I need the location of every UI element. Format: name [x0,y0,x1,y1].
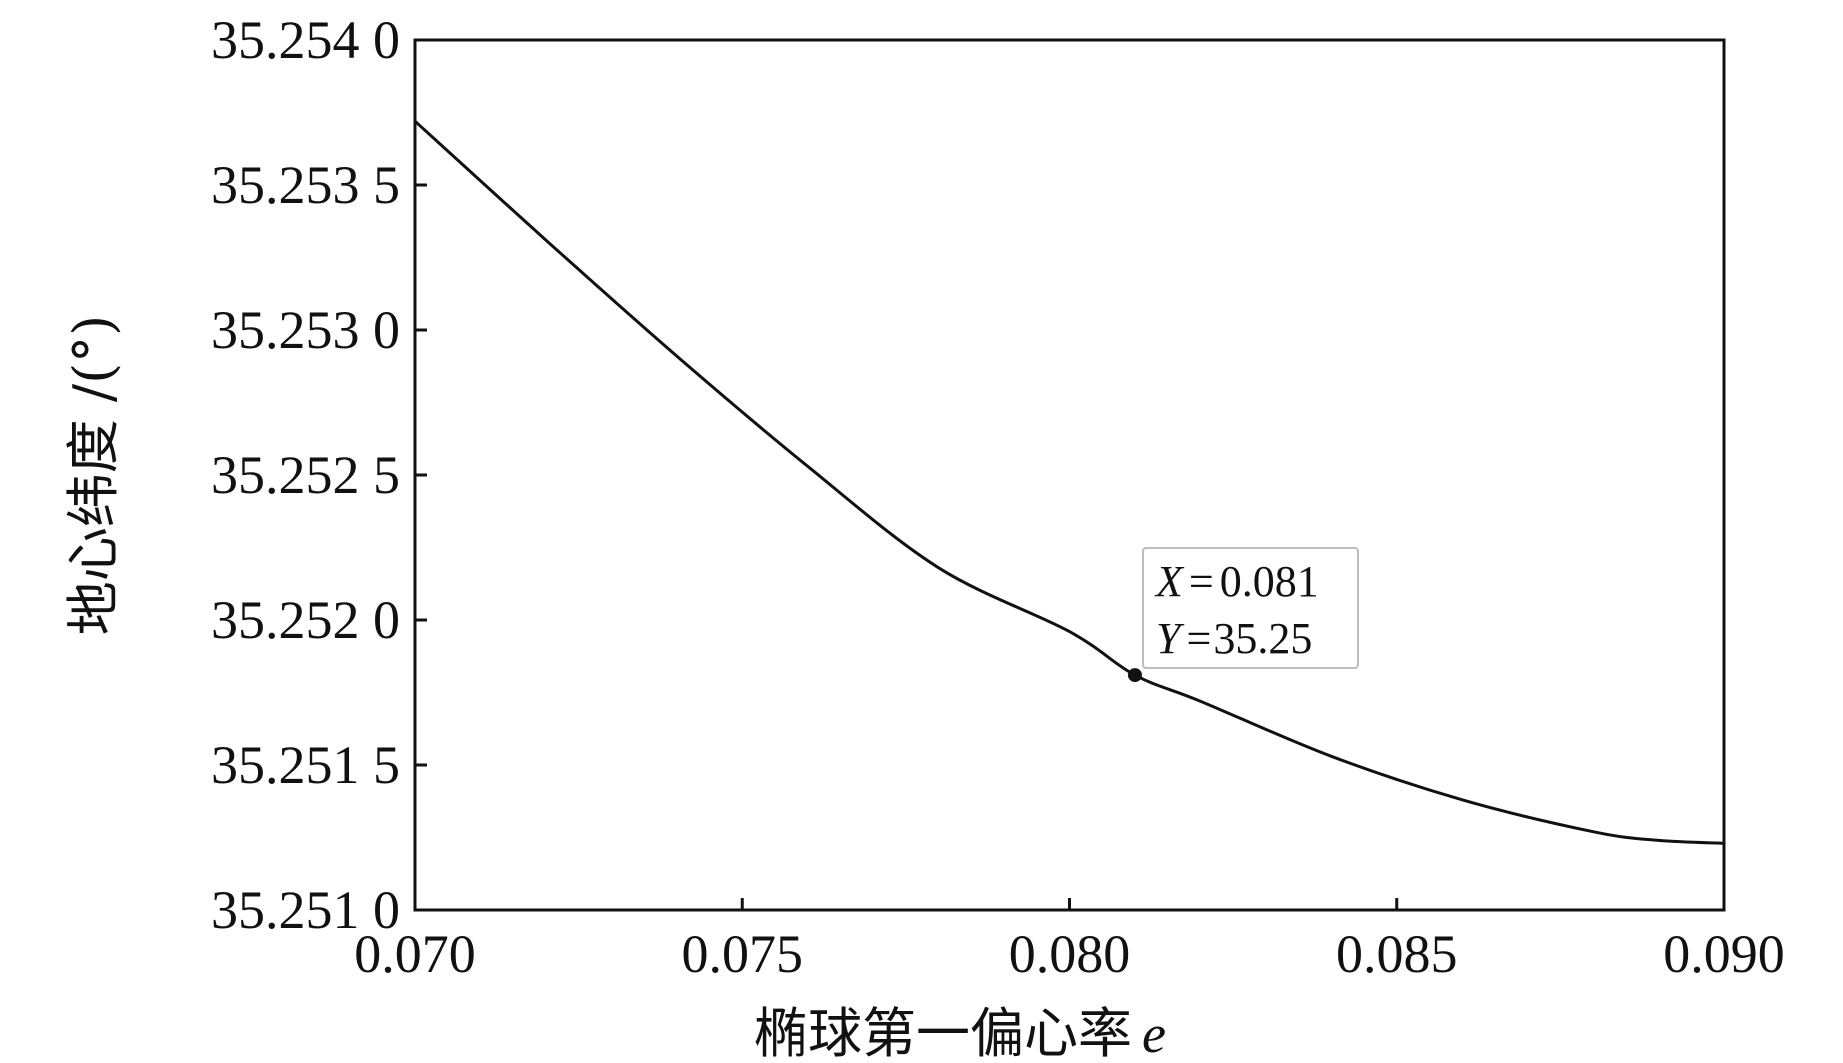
x-axis-label: 椭球第一偏心率 e [754,1002,1166,1063]
y-tick-label: 35.251 5 [211,735,400,795]
y-tick-label: 35.251 0 [211,880,400,940]
plot-frame [413,38,1726,912]
datatip-y-equals: = [1186,614,1211,663]
datatip-x-equals: = [1189,557,1214,606]
x-tick-label: 0.090 [1663,924,1785,984]
datatip-x-value: 0.081 [1220,557,1319,606]
y-tick-label: 35.254 0 [211,10,400,70]
datatip-y-line: Y =35.25 [1156,614,1312,663]
datatip-x-line: X = 0.081 [1154,557,1319,606]
datatip-marker [1127,668,1142,683]
y-axis-label: 地心纬度 /(°) [62,315,125,636]
x-axis-label-text: 椭球第一偏心率 [754,1002,1132,1063]
x-axis: 0.070 0.075 0.080 0.085 0.090 [354,898,1785,984]
x-axis-label-symbol: e [1142,1004,1166,1063]
series-line [413,120,1725,845]
datatip-y-symbol: Y [1156,614,1185,663]
datatip-background [1142,547,1359,669]
y-tick-label: 35.252 5 [211,445,400,505]
y-tick-label: 35.253 0 [211,300,400,360]
x-tick-label: 0.070 [354,924,476,984]
x-tick-label: 0.075 [682,924,804,984]
datatip-y-value: 35.25 [1213,614,1312,663]
y-tick-label: 35.252 0 [211,590,400,650]
datatip-box: X = 0.081 Y =35.25 [1142,547,1359,669]
datatip-x-symbol: X [1154,557,1185,606]
x-tick-label: 0.080 [1009,924,1131,984]
y-axis: 35.251 0 35.251 5 35.252 0 35.252 5 35.253 0… [211,10,427,940]
y-tick-label: 35.253 5 [211,155,400,215]
x-tick-label: 0.085 [1336,924,1458,984]
